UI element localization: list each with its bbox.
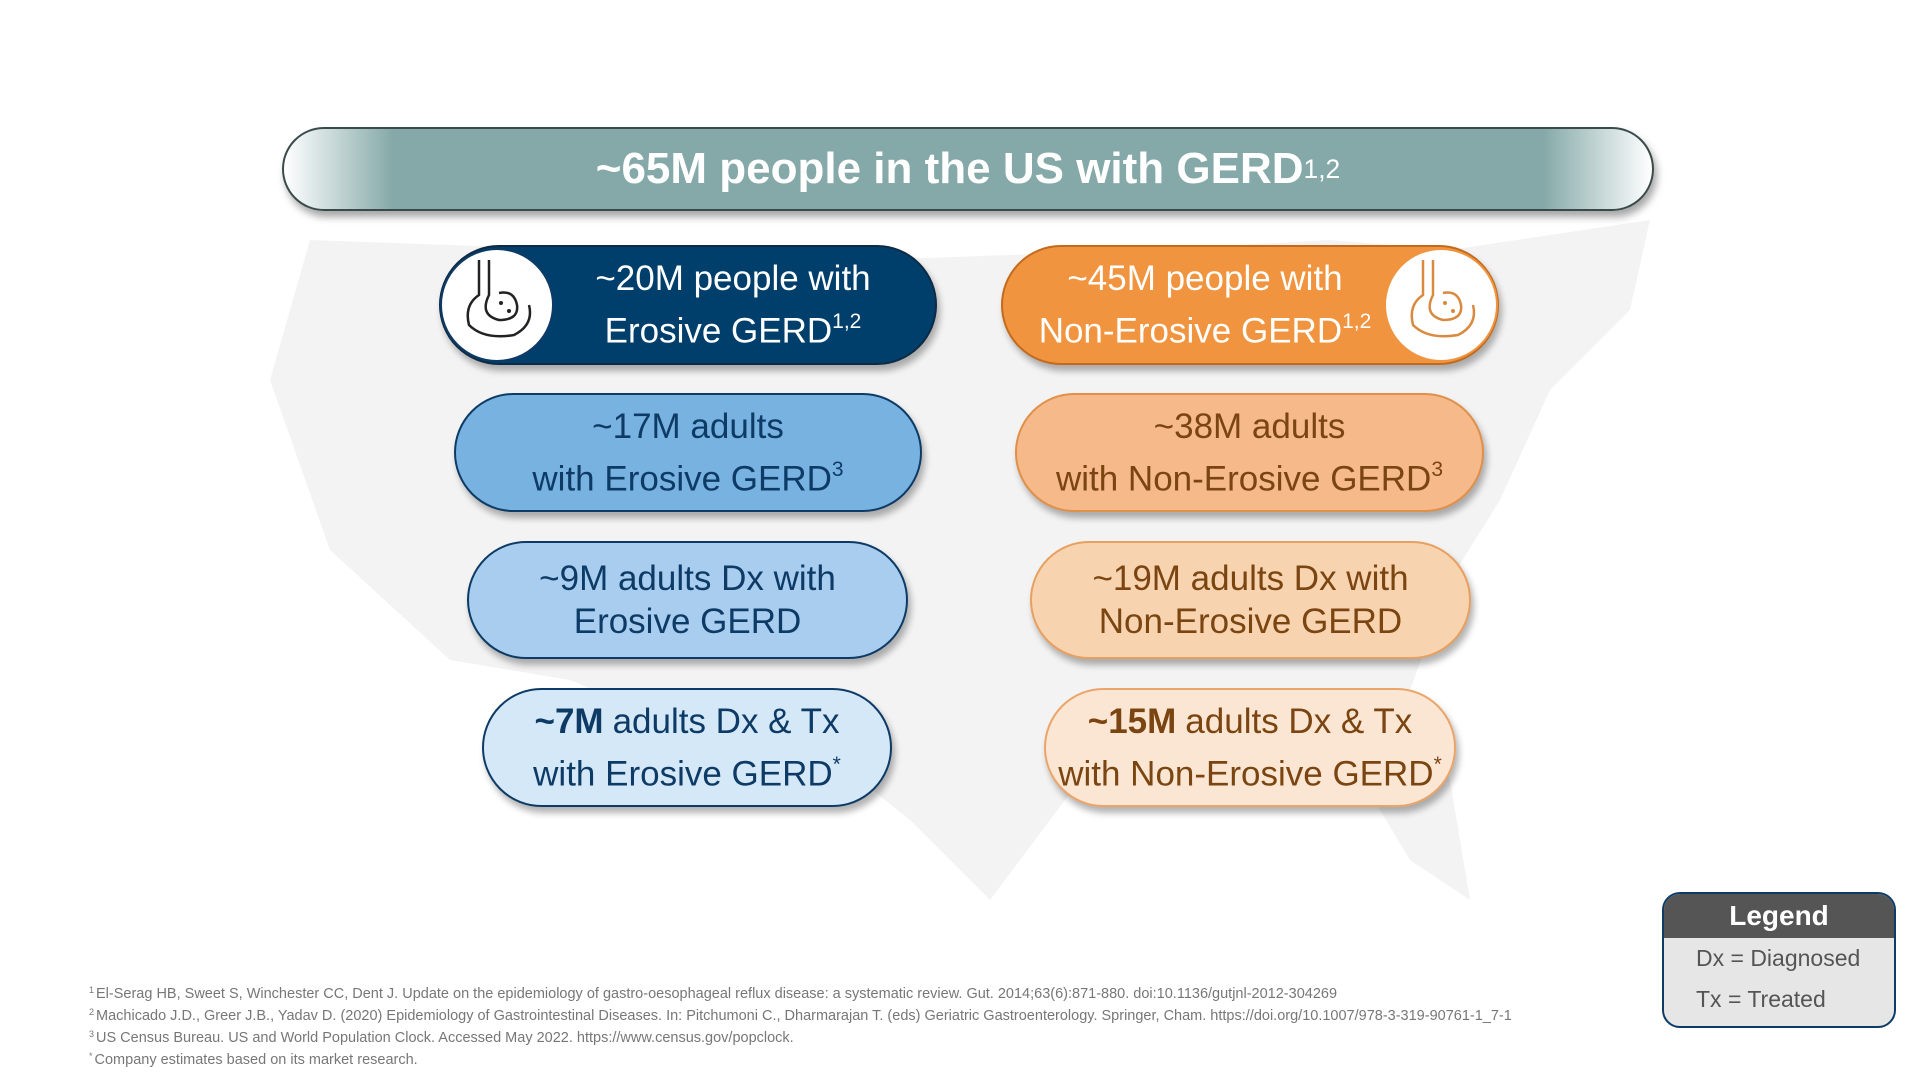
legend-item: Dx = Diagnosed [1696,945,1861,971]
pill-line: ~9M adults Dx with [539,557,836,600]
pill-text: with Erosive GERD [533,754,833,794]
footnote-text: Machicado J.D., Greer J.B., Yadav D. (20… [96,1008,1512,1024]
pill-line: Erosive GERD1,2 [605,300,862,353]
pill-line: ~20M people with [595,257,870,300]
pill-text: ~9M adults Dx with [539,559,836,598]
pill-sup: * [1433,752,1442,776]
pill-line: with Non-Erosive GERD3 [1056,448,1443,501]
footnote: 1 El-Serag HB, Sweet S, Winchester CC, De… [89,981,1512,1003]
pill-bold: ~15M [1087,701,1177,741]
pill-text: adults Dx & Tx [612,701,840,741]
pill-line: with Non-Erosive GERD* [1058,743,1442,796]
stomach-icon [1384,248,1498,361]
pill-bold: ~7M [534,701,604,741]
pill: ~7M adults Dx & Tx with Erosive GERD* [482,688,892,807]
pill-sup: 1,2 [832,310,862,334]
pill-line: with Erosive GERD* [533,743,841,796]
pill-text: Erosive GERD [573,602,802,641]
footnote-mark: 2 [89,1007,95,1017]
pill-text: ~45M people with [1067,259,1343,299]
pill-line: with Erosive GERD3 [532,448,843,501]
pill-line: Non-Erosive GERD [1099,600,1402,643]
pill-text: with Non-Erosive GERD [1058,754,1434,794]
pill-text: ~17M adults [592,406,784,446]
footnote-mark: * [89,1051,93,1061]
footnote-text: El-Serag HB, Sweet S, Winchester CC, Den… [96,986,1338,1002]
pill-text: with Erosive GERD [532,459,832,499]
pill-line: ~19M adults Dx with [1092,557,1408,600]
pill-line: ~15M adults Dx & Tx [1088,700,1412,743]
pill-sup: 3 [1431,457,1444,481]
pill: ~15M adults Dx & Tx with Non-Erosive GERD* [1044,688,1456,807]
footnote-text: US Census Bureau. US and World Populatio… [96,1030,794,1046]
pill: ~9M adults Dx with Erosive GERD [467,541,908,659]
pill-text: ~20M people with [595,259,871,299]
pill-line: ~17M adults [592,405,784,448]
footnotes: 1 El-Serag HB, Sweet S, Winchester CC, De… [89,981,1512,1069]
pill-text: Non-Erosive GERD [1098,602,1403,641]
pill-text: Non-Erosive GERD [1038,311,1343,351]
pill-line: ~7M adults Dx & Tx [535,700,840,743]
legend: Legend Dx = Diagnosed Tx = Treated [1662,892,1896,1028]
footnote: 2 Machicado J.D., Greer J.B., Yadav D. (2… [89,1003,1512,1025]
stomach-icon [440,248,554,361]
footnote: 3 US Census Bureau. US and World Populati… [89,1025,1512,1047]
pill-text: ~19M adults Dx with [1092,559,1409,598]
header-pill: ~65M people in the US with GERD 1,2 [282,127,1654,211]
pill-text: ~38M adults [1153,406,1346,446]
pill-sup: 1,2 [1342,310,1372,334]
header-sup: 1,2 [1303,153,1341,184]
pill-line: Non-Erosive GERD1,2 [1039,300,1372,353]
footnote-mark: 1 [89,985,95,995]
pill-text: Erosive GERD [604,311,833,351]
footnote-text: Company estimates based on its market re… [94,1052,418,1068]
pill-text: adults Dx & Tx [1185,701,1413,741]
pill-line: ~45M people with [1067,257,1342,300]
pill-line: ~38M adults [1154,405,1346,448]
pill-sup: 3 [831,457,844,481]
pill: ~17M adults with Erosive GERD3 [454,393,922,512]
legend-item: Tx = Treated [1696,986,1826,1012]
footnote: * Company estimates based on its market r… [89,1047,1512,1069]
header-title: ~65M people in the US with GERD [595,144,1304,193]
legend-title: Legend [1664,894,1894,938]
pill-line: Erosive GERD [574,600,802,643]
footnote-mark: 3 [89,1029,95,1039]
pill: ~38M adults with Non-Erosive GERD3 [1015,393,1484,512]
pill-sup: * [832,752,841,776]
pill-text: with Non-Erosive GERD [1055,459,1432,499]
pill: ~19M adults Dx with Non-Erosive GERD [1030,541,1471,659]
